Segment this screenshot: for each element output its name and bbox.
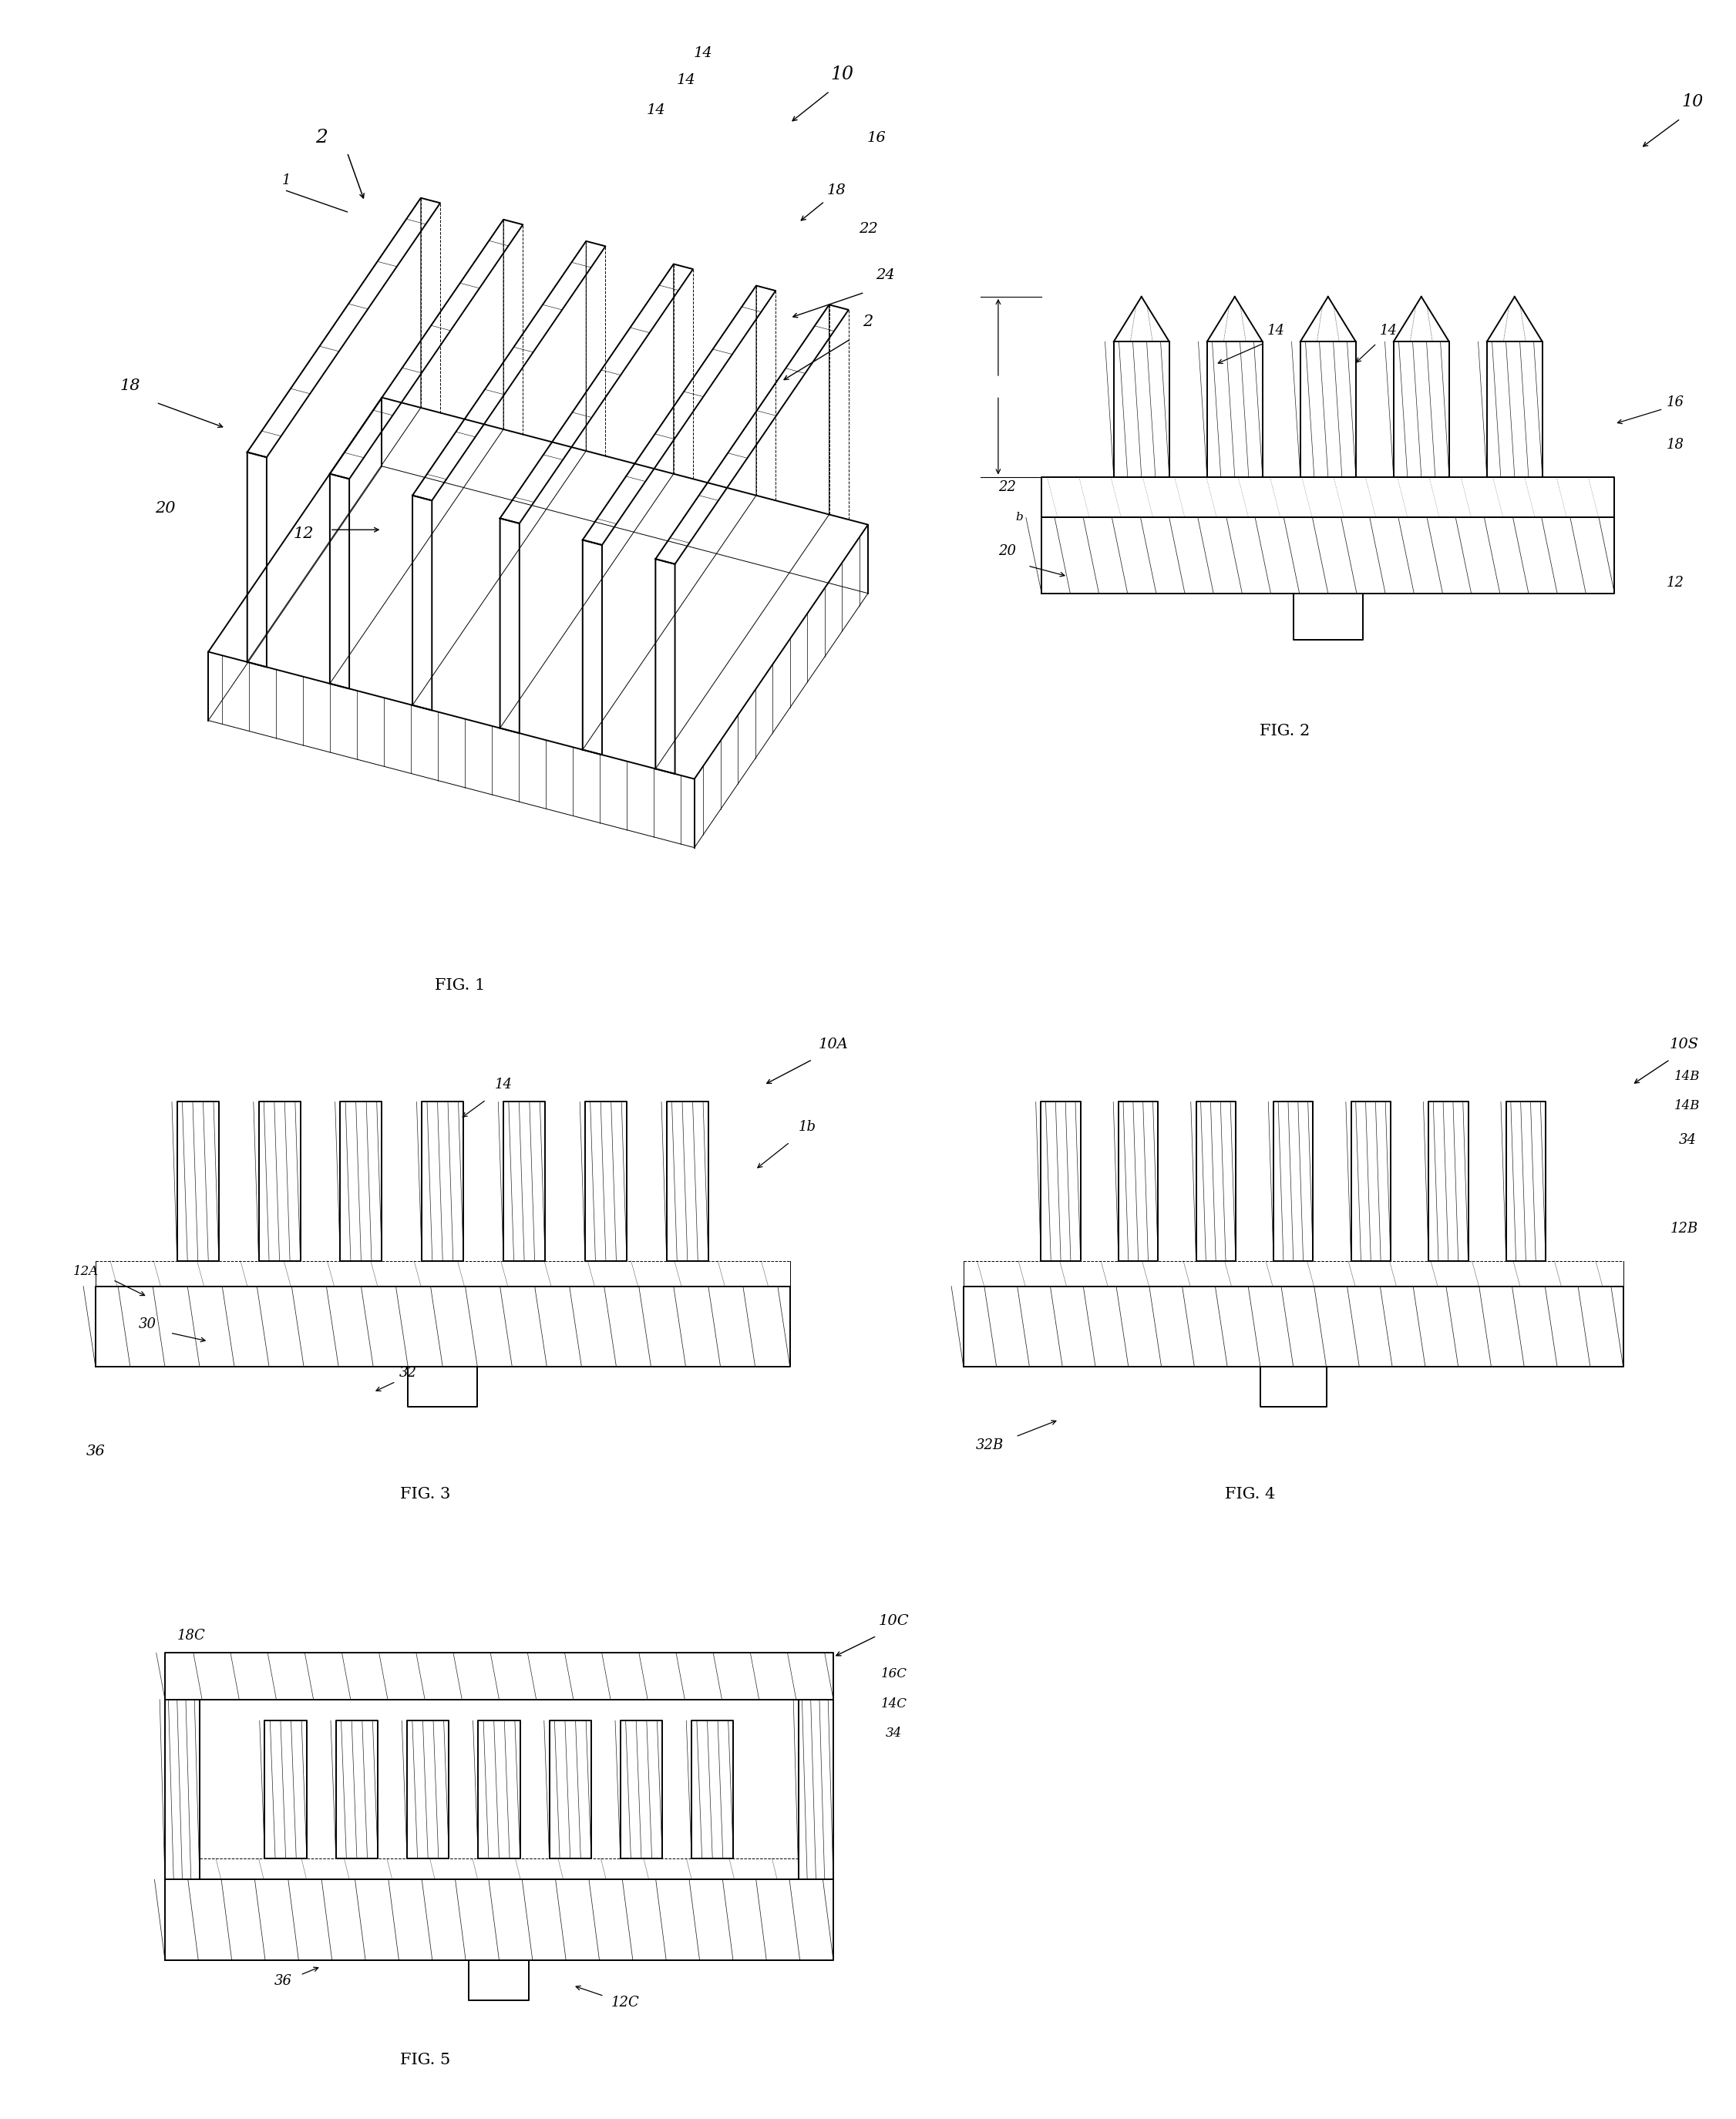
Text: 14B: 14B <box>1675 1070 1700 1083</box>
Text: 14: 14 <box>648 104 665 117</box>
Text: 14: 14 <box>1380 324 1397 337</box>
Text: 1b: 1b <box>799 1121 816 1134</box>
Text: 34: 34 <box>1679 1134 1696 1146</box>
Text: 14: 14 <box>694 47 712 59</box>
Text: 14: 14 <box>677 74 694 87</box>
Text: 18: 18 <box>1667 439 1684 451</box>
Text: 32B: 32B <box>976 1439 1003 1452</box>
Text: 12A: 12A <box>73 1265 99 1278</box>
Text: 14C: 14C <box>880 1697 908 1710</box>
Text: 18: 18 <box>120 379 141 392</box>
Text: 10A: 10A <box>818 1038 849 1051</box>
Text: 36: 36 <box>87 1445 104 1458</box>
Text: FIG. 1: FIG. 1 <box>434 979 486 992</box>
Text: 10C: 10C <box>878 1615 910 1627</box>
Text: 10: 10 <box>1682 93 1703 110</box>
Text: 18C: 18C <box>177 1630 205 1642</box>
Text: 14: 14 <box>1267 324 1285 337</box>
Text: 14B: 14B <box>1675 1100 1700 1112</box>
Text: 20: 20 <box>155 502 175 515</box>
Text: 22: 22 <box>998 481 1016 494</box>
Text: FIG. 3: FIG. 3 <box>399 1488 451 1500</box>
Text: 34: 34 <box>885 1727 903 1740</box>
Text: 20: 20 <box>998 545 1016 557</box>
Text: 16C: 16C <box>880 1668 908 1680</box>
Text: 10S: 10S <box>1670 1038 1698 1051</box>
Text: 22: 22 <box>859 222 877 235</box>
Text: 14: 14 <box>495 1079 512 1091</box>
Text: 16: 16 <box>868 131 885 144</box>
Text: 2: 2 <box>863 316 873 328</box>
Text: 10: 10 <box>830 66 854 83</box>
Text: 16: 16 <box>1667 396 1684 409</box>
Text: FIG. 4: FIG. 4 <box>1226 1488 1274 1500</box>
Text: 2: 2 <box>314 129 328 146</box>
Text: 12: 12 <box>1667 576 1684 589</box>
Text: 32: 32 <box>399 1367 417 1379</box>
Text: 12B: 12B <box>1670 1223 1698 1235</box>
Text: 30: 30 <box>139 1318 156 1331</box>
Text: b: b <box>1016 511 1023 523</box>
Text: 24: 24 <box>877 269 894 282</box>
Text: FIG. 5: FIG. 5 <box>401 2053 450 2066</box>
Text: 12: 12 <box>293 528 314 540</box>
Text: FIG. 2: FIG. 2 <box>1260 725 1309 737</box>
Text: 18: 18 <box>828 184 845 197</box>
Text: 12C: 12C <box>611 1996 639 2009</box>
Text: 36: 36 <box>274 1975 292 1988</box>
Text: 1: 1 <box>281 174 292 186</box>
